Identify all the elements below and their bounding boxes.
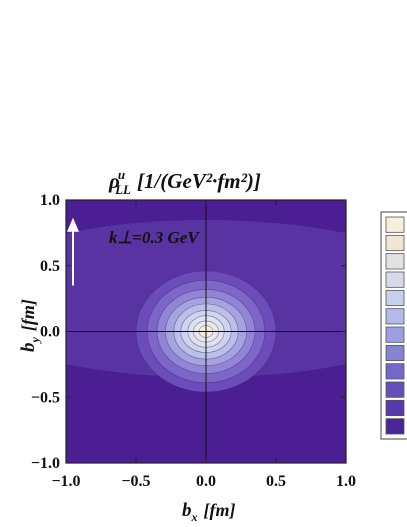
legend-swatch — [385, 271, 405, 288]
k-perp-annotation: k⊥=0.3 GeV — [67, 217, 200, 286]
legend-swatch — [385, 363, 405, 380]
x-tick-label: 0.0 — [196, 473, 216, 490]
legend-swatch — [385, 344, 405, 362]
y-axis-label: by [fm] — [18, 299, 42, 352]
legend-swatch — [385, 308, 405, 325]
title-unit: [1/(GeV²·fm²)] — [137, 169, 261, 193]
legend-swatch — [385, 418, 405, 435]
x-tick-label: −1.0 — [51, 473, 80, 490]
xlabel-symbol: b — [182, 500, 192, 521]
legend-swatch — [385, 253, 405, 270]
legend-swatch — [385, 216, 405, 233]
ylabel-subscript: y — [28, 337, 42, 345]
legend — [380, 211, 407, 440]
ylabel-symbol: b — [18, 343, 39, 353]
y-tick-label: −1.0 — [31, 455, 60, 472]
x-tick-label: −0.5 — [121, 473, 150, 490]
arrow-head-icon — [67, 217, 79, 232]
title-subscript: LL — [114, 182, 131, 197]
chart-title: ρu LL [1/(GeV²·fm²)] — [108, 167, 261, 197]
x-tick-label: 0.5 — [266, 473, 286, 490]
xlabel-subscript: x — [191, 510, 198, 524]
ylabel-unit: [fm] — [18, 299, 38, 331]
legend-swatch — [385, 234, 405, 252]
legend-swatch — [385, 326, 405, 343]
x-tick-label: 1.0 — [336, 473, 356, 490]
y-tick-label: 1.0 — [40, 192, 60, 209]
plot-area — [65, 199, 347, 464]
legend-swatch — [385, 381, 405, 398]
y-tick-label: −0.5 — [31, 389, 60, 406]
y-tick-label: 0.0 — [40, 324, 60, 341]
x-axis-label: bx [fm] — [182, 500, 235, 524]
legend-swatch — [385, 289, 405, 307]
legend-swatch — [385, 399, 405, 417]
y-tick-label: 0.5 — [40, 258, 60, 275]
annotation-text: k⊥=0.3 GeV — [109, 228, 200, 247]
title-superscript: u — [118, 167, 125, 182]
title-symbol: ρ — [108, 169, 120, 193]
xlabel-unit: [fm] — [204, 500, 236, 520]
